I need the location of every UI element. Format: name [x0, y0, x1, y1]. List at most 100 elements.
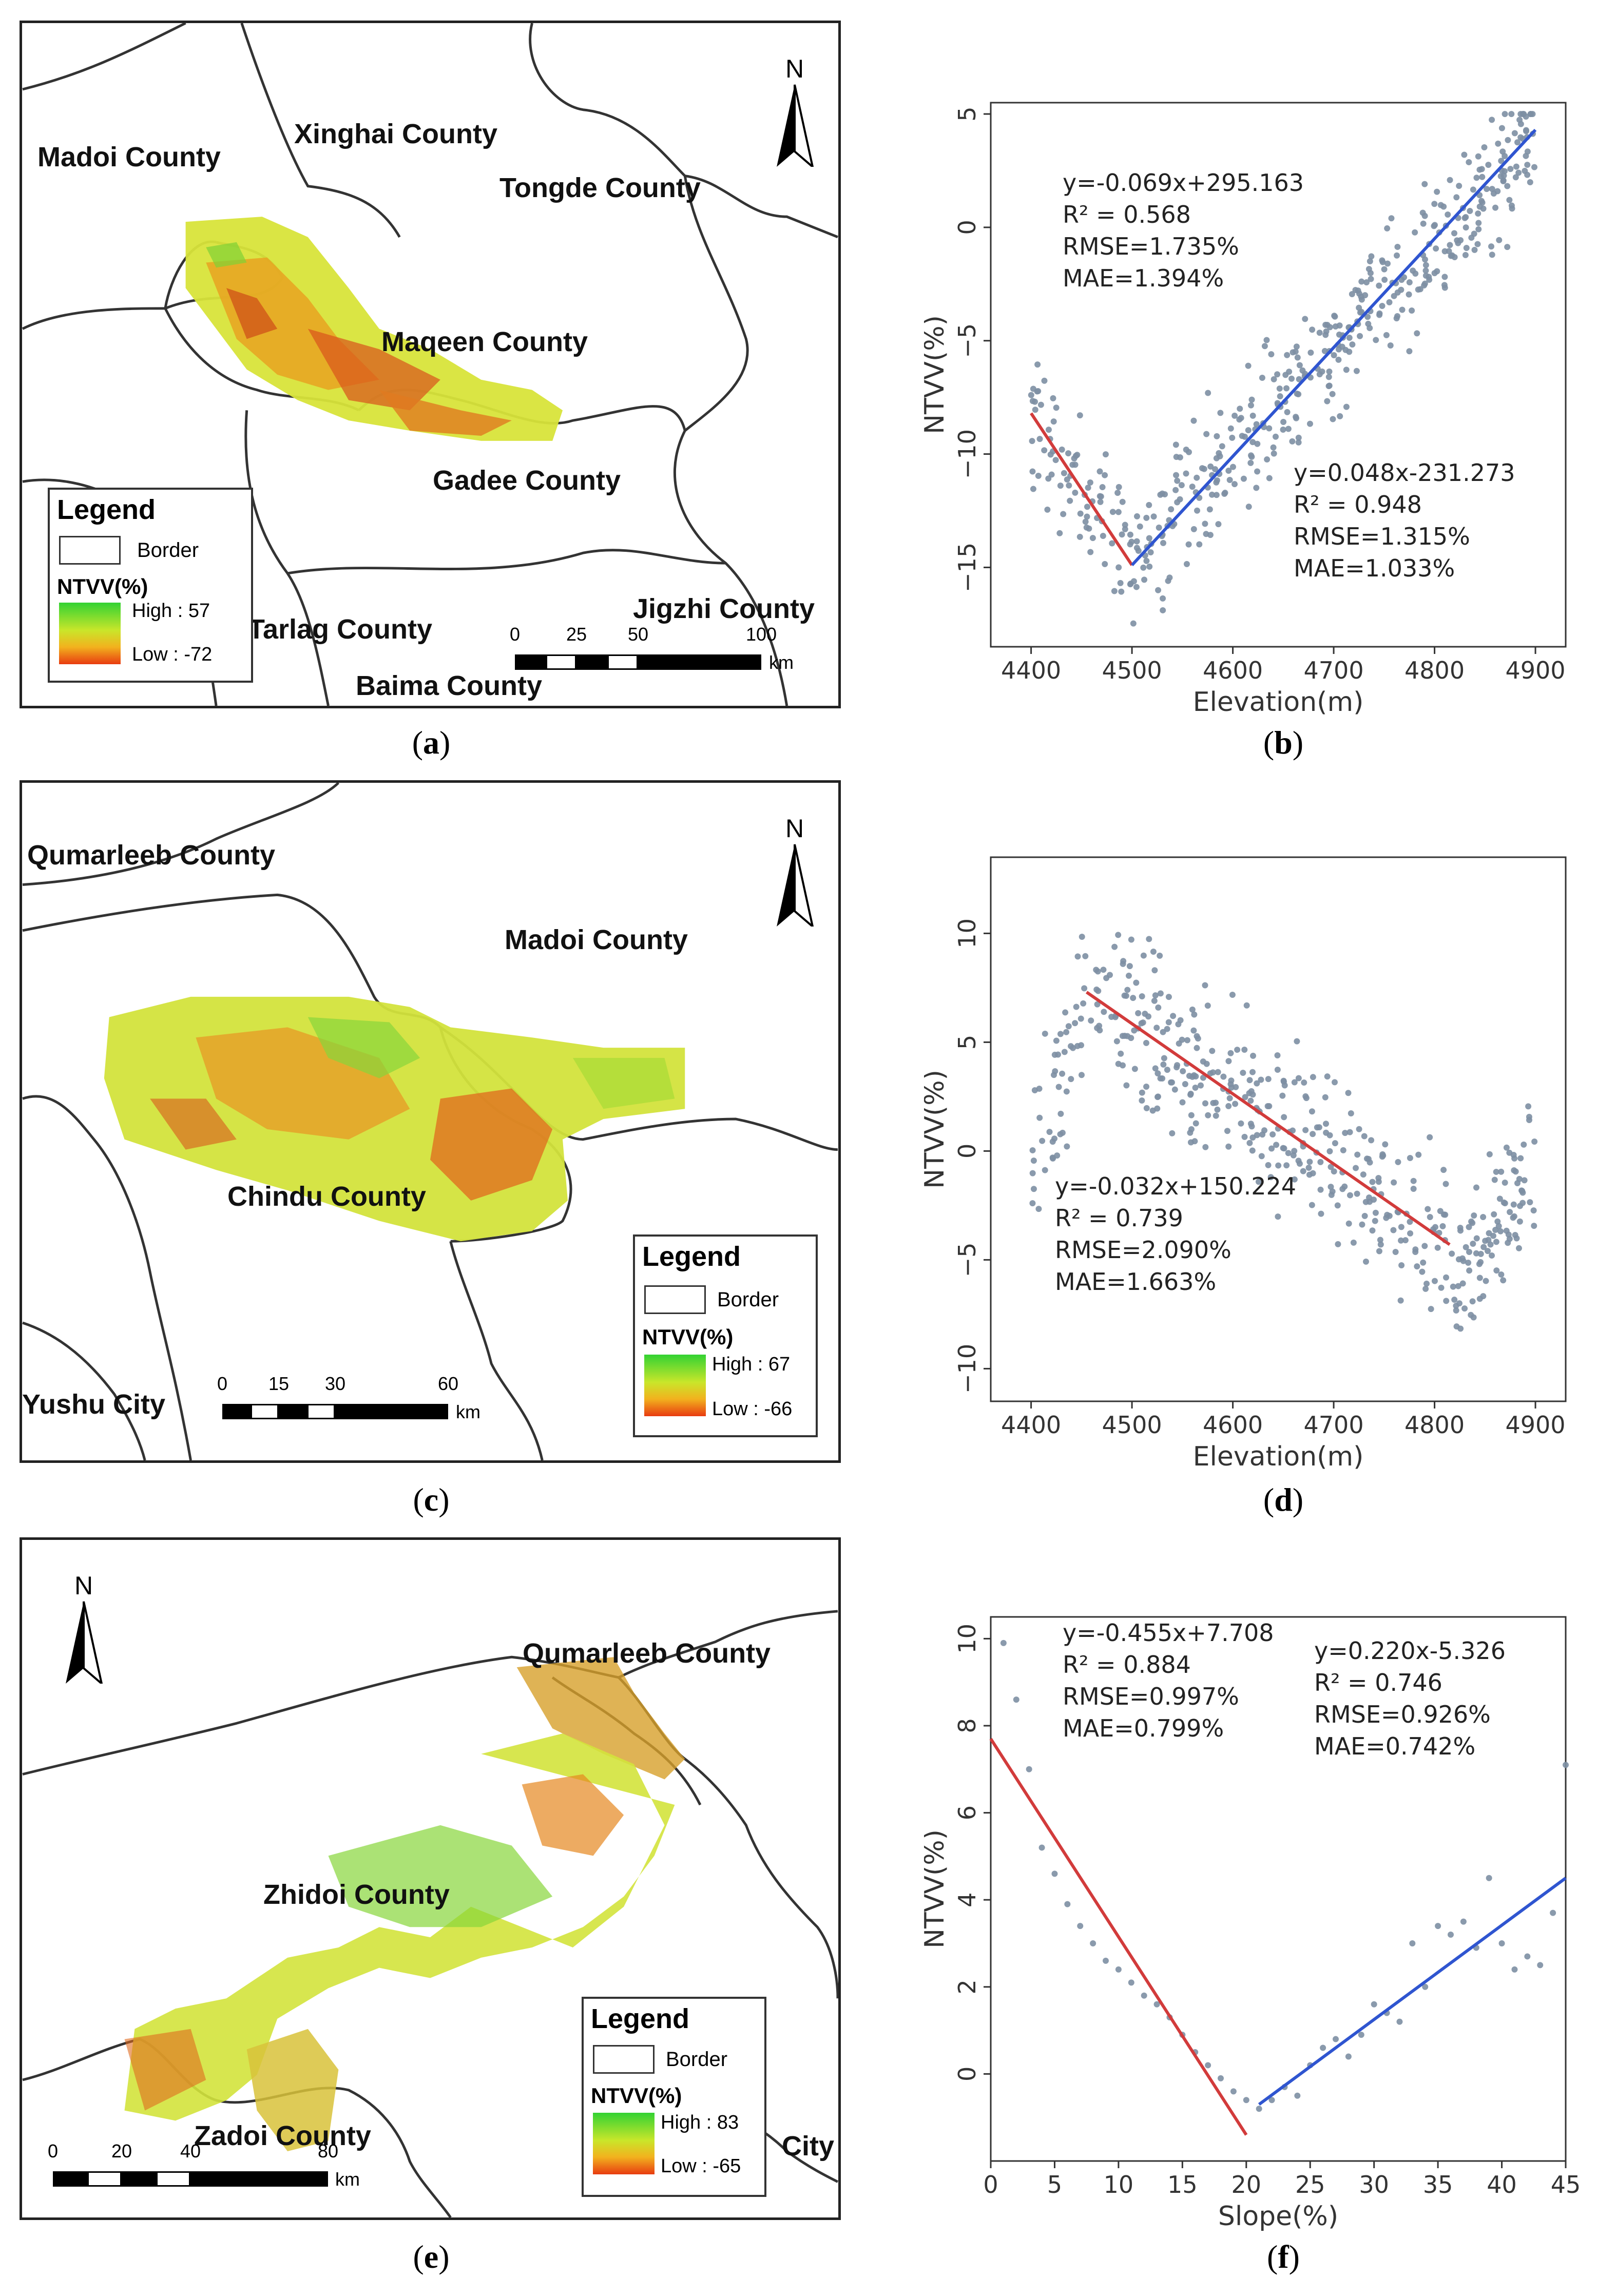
data-point	[1433, 245, 1439, 252]
data-point	[1029, 468, 1036, 475]
data-point	[1427, 1134, 1433, 1141]
data-point	[1189, 1006, 1196, 1013]
data-point	[1103, 1957, 1109, 1964]
y-tick-label: 10	[953, 918, 981, 949]
data-point	[1202, 1100, 1208, 1107]
data-point	[1150, 949, 1157, 955]
data-point	[1277, 393, 1283, 400]
data-point	[1412, 229, 1418, 236]
data-point	[1361, 1212, 1368, 1219]
data-point	[1026, 1766, 1032, 1772]
data-point	[1137, 523, 1143, 530]
scale-segment	[607, 654, 638, 670]
data-point	[1249, 1069, 1256, 1075]
y-tick-label: −15	[953, 543, 981, 592]
data-point	[1324, 398, 1331, 404]
scale-unit: km	[456, 1401, 480, 1422]
data-point	[1275, 1213, 1281, 1220]
data-point	[1125, 972, 1132, 979]
data-point	[1118, 1050, 1124, 1057]
data-point	[1421, 181, 1428, 187]
data-point	[1340, 1147, 1346, 1153]
data-point	[1334, 1202, 1341, 1209]
data-point	[1281, 1082, 1288, 1089]
data-point	[1064, 476, 1070, 483]
data-point	[1398, 286, 1404, 293]
data-point	[1031, 1087, 1038, 1094]
data-point	[1146, 535, 1152, 542]
data-point	[1064, 1143, 1070, 1150]
data-point	[1448, 1932, 1454, 1938]
north-arrow: N	[772, 54, 818, 167]
scale-segment	[190, 2171, 328, 2187]
data-point	[1063, 1029, 1070, 1035]
data-point	[1451, 1297, 1458, 1303]
data-point	[1325, 374, 1332, 380]
data-point	[1295, 439, 1302, 446]
data-point	[1059, 1070, 1066, 1077]
data-point	[1281, 1114, 1287, 1121]
data-point	[1293, 414, 1299, 420]
legend-color-ramp	[644, 1355, 706, 1416]
map-e: Qumarleeb County Zhidoi County Zadoi Cou…	[20, 1537, 841, 2220]
data-point	[1227, 425, 1234, 432]
data-point	[1271, 376, 1277, 382]
data-point	[1029, 1147, 1036, 1153]
data-point	[1519, 1200, 1526, 1206]
data-point	[1073, 1004, 1080, 1010]
data-point	[1357, 333, 1363, 339]
data-point	[1146, 563, 1153, 570]
data-point	[1121, 992, 1128, 999]
data-point	[1358, 308, 1365, 315]
data-point	[1368, 1137, 1375, 1144]
data-point	[1296, 376, 1302, 382]
data-point	[1029, 1200, 1036, 1207]
data-point	[1302, 316, 1309, 322]
data-point	[1146, 501, 1152, 508]
data-point	[1478, 198, 1485, 204]
data-point	[1122, 526, 1128, 532]
data-point	[1275, 1162, 1282, 1169]
data-point	[1085, 485, 1091, 491]
data-point	[1449, 1250, 1455, 1257]
caption-b: (b)	[1263, 724, 1304, 761]
data-point	[1434, 268, 1440, 275]
ann-r2: R² = 0.739	[1055, 1204, 1183, 1232]
data-point	[1279, 1092, 1286, 1099]
data-point	[1497, 173, 1504, 180]
data-point	[1248, 452, 1255, 459]
data-point	[1191, 1011, 1198, 1018]
data-point	[1013, 1696, 1019, 1703]
data-point	[1062, 1009, 1069, 1016]
data-point	[1384, 225, 1391, 231]
data-point	[1328, 1191, 1335, 1198]
ann-r2: R² = 0.948	[1294, 491, 1422, 518]
caption-e: (e)	[413, 2239, 450, 2275]
data-point	[1255, 1179, 1262, 1185]
data-point	[1469, 1298, 1476, 1305]
data-point	[1224, 1128, 1230, 1134]
data-point	[1216, 450, 1222, 456]
data-point	[1470, 1240, 1476, 1247]
data-point	[1156, 524, 1162, 531]
scale-segment	[156, 2171, 190, 2187]
legend-low: Low : -66	[712, 1398, 793, 1420]
data-point	[1362, 292, 1369, 299]
data-point	[1369, 1179, 1376, 1185]
data-point	[1187, 1129, 1194, 1136]
county-label: Madoi County	[505, 924, 688, 955]
data-point	[1183, 470, 1189, 477]
fit-annotation-red: y=-0.069x+295.163 R² = 0.568 RMSE=1.735%…	[1063, 167, 1304, 294]
county-label: Qumarleeb County	[27, 840, 276, 871]
data-point	[1202, 1144, 1209, 1150]
data-point	[1232, 1101, 1239, 1107]
county-label: Madoi County	[37, 142, 221, 172]
data-point	[1505, 137, 1511, 143]
data-point	[1072, 489, 1079, 496]
data-point	[1141, 1992, 1147, 1999]
data-point	[1046, 1129, 1053, 1135]
data-point	[1168, 506, 1175, 513]
map-c: Qumarleeb County Madoi County Chindu Cou…	[20, 780, 841, 1463]
data-point	[1143, 1084, 1150, 1090]
y-axis-label: NTVV(%)	[924, 1829, 950, 1948]
